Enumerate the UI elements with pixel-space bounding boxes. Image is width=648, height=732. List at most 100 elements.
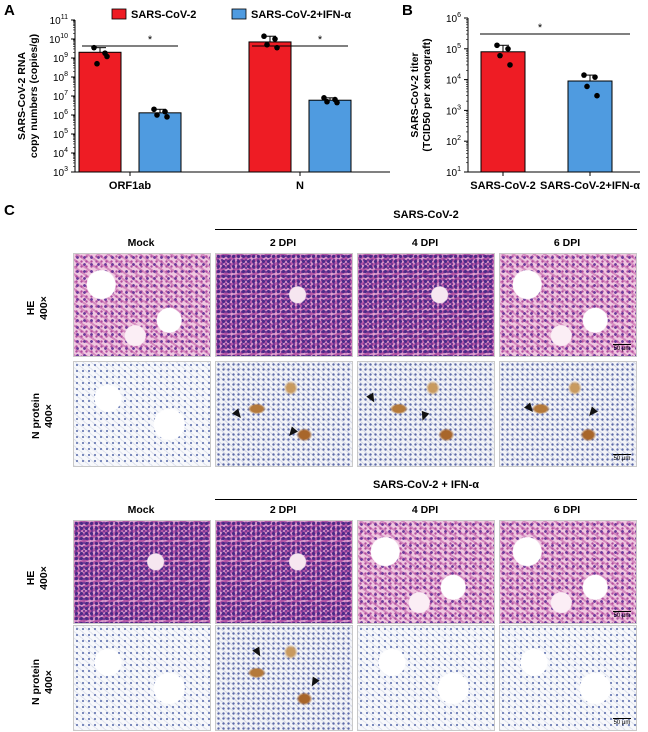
col-title-6dpi: 6 DPI	[553, 237, 581, 249]
data-point	[494, 42, 500, 49]
data-point	[592, 74, 598, 80]
y-tick-label: 1011	[50, 14, 68, 27]
legend-swatch	[111, 8, 127, 20]
y-tick-label: 108	[53, 71, 68, 84]
col-title-mock: Mock	[127, 504, 155, 516]
legend-swatch	[231, 8, 247, 20]
y-tick-label: 105	[446, 43, 461, 56]
bar	[138, 112, 182, 173]
y-tick-label: 106	[53, 109, 68, 122]
group-bracket-line	[215, 229, 637, 230]
arrowhead-icon	[524, 402, 536, 415]
image-he-2dpi	[215, 520, 353, 624]
y-tick-label: 103	[53, 166, 68, 179]
image-he-6dpi: 50 μm	[499, 253, 637, 357]
data-point	[581, 72, 587, 78]
data-point	[164, 114, 170, 120]
col-title-4dpi: 4 DPI	[411, 504, 439, 516]
y-tick-label: 107	[53, 90, 68, 103]
image-he-mock	[73, 520, 211, 624]
col-title-2dpi: 2 DPI	[269, 237, 297, 249]
image-n-6dpi: 50 μm	[499, 361, 637, 467]
y-tick-label: 102	[446, 135, 461, 148]
y-tick-label: 104	[446, 74, 461, 87]
image-he-2dpi	[215, 253, 353, 357]
data-point	[321, 95, 327, 101]
panel-letter-b: B	[402, 2, 413, 19]
y-tick-label: 105	[53, 128, 68, 141]
group-title-sars: SARS-CoV-2	[393, 209, 459, 221]
legend-label: SARS-CoV-2	[131, 9, 196, 21]
panel-letter-c: C	[4, 202, 15, 219]
panel-c-histology: SARS-CoV-2 Mock 2 DPI 4 DPI 6 DPI HE 400×…	[0, 205, 648, 732]
data-point	[497, 52, 503, 59]
row-label-he: HE 400×	[25, 296, 50, 320]
bar	[567, 80, 613, 173]
col-title-mock: Mock	[127, 237, 155, 249]
chart-b-titer: 101 102 103 104 105 106 SARS-CoV-2 titer (TCID5…	[409, 12, 640, 192]
x-tick-label: SARS-CoV-2	[470, 180, 535, 192]
image-n-mock	[73, 625, 211, 731]
bar	[480, 51, 526, 173]
image-n-4dpi	[357, 625, 495, 731]
data-point	[505, 46, 511, 52]
data-point	[154, 112, 160, 118]
image-n-4dpi	[357, 361, 495, 467]
data-point	[584, 83, 590, 90]
data-point	[334, 99, 340, 106]
y-tick-label: 103	[446, 104, 461, 117]
arrowhead-icon	[252, 646, 264, 659]
chart-a-rna-copies: 103 104 105 106 107 108 109 1010 1011 SARS-CoV-2 …	[16, 8, 390, 192]
image-n-2dpi	[215, 361, 353, 467]
bar	[308, 99, 352, 173]
image-n-mock	[73, 361, 211, 467]
y-axis-label: SARS-CoV-2 titer	[409, 52, 421, 137]
arrowhead-icon	[232, 408, 244, 421]
image-n-2dpi	[215, 625, 353, 731]
image-n-6dpi: 50 μm	[499, 625, 637, 731]
scale-bar: 50 μm	[613, 344, 631, 352]
arrowhead-icon	[586, 406, 598, 419]
arrowhead-icon	[366, 392, 378, 405]
group-bracket-line	[215, 499, 637, 500]
data-point	[272, 36, 278, 42]
y-tick-label: 106	[446, 12, 461, 25]
image-he-4dpi	[357, 253, 495, 357]
data-point	[324, 98, 330, 105]
col-title-2dpi: 2 DPI	[269, 504, 297, 516]
image-he-mock	[73, 253, 211, 357]
data-point	[151, 106, 157, 113]
y-tick-label: 109	[53, 52, 68, 65]
panel-letter-a: A	[4, 2, 15, 19]
col-title-6dpi: 6 DPI	[553, 504, 581, 516]
image-he-4dpi	[357, 520, 495, 624]
data-point	[507, 62, 513, 68]
y-axis-label: copy numbers (copies/g)	[28, 34, 40, 158]
significance-star: *	[318, 34, 323, 46]
data-point	[162, 108, 168, 115]
data-point	[264, 41, 270, 48]
col-title-4dpi: 4 DPI	[411, 237, 439, 249]
row-label-he: HE 400×	[25, 566, 50, 590]
legend-label: SARS-CoV-2+IFN-α	[251, 9, 351, 21]
x-tick-label: SARS-CoV-2+IFN-α	[540, 180, 640, 192]
x-tick-label: ORF1ab	[109, 180, 151, 192]
scale-bar: 50 μm	[613, 718, 631, 726]
scale-bar: 50 μm	[613, 454, 631, 462]
bar	[78, 51, 122, 173]
y-tick-label: 104	[53, 147, 68, 160]
arrowhead-icon	[418, 410, 430, 423]
row-label-n-protein: N protein 400×	[30, 392, 55, 440]
significance-star: *	[148, 34, 153, 46]
y-axis-label: SARS-CoV-2 RNA	[16, 52, 28, 141]
data-point	[594, 92, 600, 99]
y-axis-label: (TCID50 per xenograft)	[421, 38, 433, 151]
image-he-6dpi: 50 μm	[499, 520, 637, 624]
data-point	[94, 60, 100, 67]
y-tick-label: 1010	[49, 33, 68, 46]
group-title-sars-ifn: SARS-CoV-2 + IFN-α	[372, 479, 480, 491]
row-label-n-protein: N protein 400×	[30, 658, 55, 706]
arrowhead-icon	[308, 676, 320, 689]
arrowhead-icon	[286, 426, 298, 439]
y-tick-label: 101	[446, 166, 461, 179]
